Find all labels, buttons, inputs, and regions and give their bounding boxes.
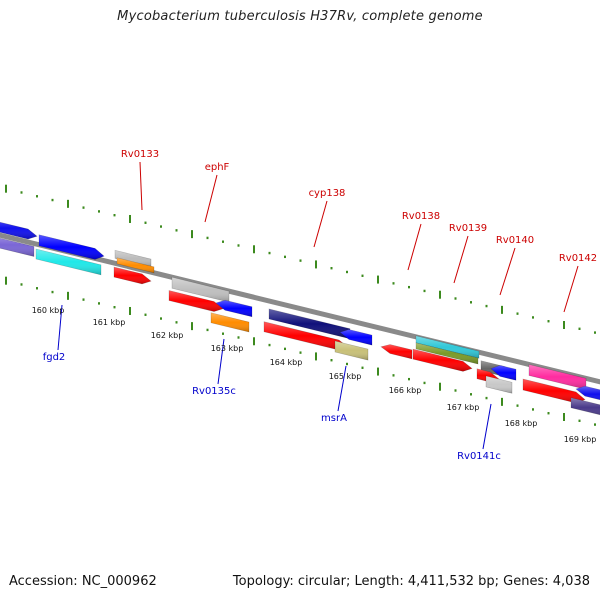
scale-label-163: 163 kbp	[211, 344, 244, 353]
gene-label-rv0135c: Rv0135c	[192, 386, 236, 397]
feature-rv0139	[412, 348, 473, 372]
scale-label-167: 167 kbp	[447, 403, 480, 412]
feature-rv0141c	[490, 365, 517, 381]
feature-rv0133-grey-shading	[115, 250, 151, 268]
feature-fgd2-cyan	[35, 248, 102, 276]
feature-rv0139-olive-shading	[416, 342, 478, 364]
feature-edge-purple-shading	[0, 238, 34, 257]
feature-edge-blue	[0, 221, 38, 240]
feature-fgd2-cyan-shading	[36, 249, 101, 275]
feature-layer	[0, 221, 600, 416]
label-layer: Rv0133 ephF cyp138 Rv0138 Rv0139 Rv0140 Rv0142…	[43, 149, 597, 462]
feature-rv0135c-orange	[210, 312, 250, 333]
feature-msra-shading	[340, 329, 372, 346]
feature-msra-khaki-shading	[335, 341, 368, 361]
feature-ephf	[168, 290, 224, 312]
gene-label-rv0139: Rv0139	[449, 223, 487, 234]
leader-line-rv0139	[453, 235, 469, 284]
feature-ephf-grey-shading	[172, 277, 229, 303]
feature-msra	[339, 329, 373, 346]
gene-label-msra: msrA	[321, 413, 347, 424]
leader-line-rv0133	[139, 161, 143, 211]
gene-label-cyp138: cyp138	[309, 188, 346, 199]
gene-label-fgd2: fgd2	[43, 352, 66, 363]
leader-line-cyp138	[313, 200, 328, 248]
feature-rv0139-olive	[415, 342, 479, 365]
scale-label-169: 169 kbp	[564, 435, 597, 444]
feature-rv0133	[113, 266, 152, 285]
feature-rv0133-shading	[114, 267, 151, 284]
gene-label-rv0133: Rv0133	[121, 149, 159, 160]
feature-rv0133-orange	[116, 257, 155, 274]
feature-fgd2	[38, 234, 105, 260]
leader-line-ephf	[204, 174, 218, 223]
feature-edge-blue-right	[575, 385, 600, 401]
feature-rv0135c	[215, 299, 253, 318]
feature-cyp138-shading	[264, 321, 348, 351]
scale-label-168: 168 kbp	[505, 419, 538, 428]
feature-rv0135c-shading	[216, 300, 252, 317]
leader-line-rv0135c	[217, 338, 225, 385]
leader-line-rv0140	[499, 247, 516, 296]
feature-edge-blue-right-shading	[576, 386, 600, 400]
gene-label-ephf: ephF	[205, 162, 230, 173]
feature-rv0139-cyan-shading	[416, 335, 479, 359]
gene-label-rv0141c: Rv0141c	[457, 451, 501, 462]
scale-label-160: 160 kbp	[32, 306, 65, 315]
scale-label-166: 166 kbp	[389, 386, 422, 395]
scale-label-161: 161 kbp	[93, 318, 126, 327]
accession-text: Accession: NC_000962	[9, 574, 157, 589]
genome-backbone	[0, 232, 600, 385]
scale-label-162: 162 kbp	[151, 331, 184, 340]
backbone-layer	[0, 232, 600, 385]
feature-edge-indigo-right	[570, 397, 600, 416]
feature-rv0142-pink-shading	[529, 364, 586, 390]
feature-edge-purple	[0, 237, 35, 257]
feature-rv0135c-orange-shading	[211, 312, 249, 333]
leader-line-rv0141c	[482, 403, 492, 450]
map-title: Mycobacterium tuberculosis H37Rv, comple…	[117, 9, 483, 24]
feature-rv0141c-grey-shading	[486, 375, 512, 394]
leader-line-msra	[337, 365, 347, 412]
leader-line-rv0138	[407, 223, 422, 271]
feature-edge-indigo-right-shading	[571, 397, 600, 415]
upper-tick-ruler	[5, 184, 596, 334]
leader-line-fgd2	[57, 304, 63, 351]
feature-edge-blue-shading	[0, 222, 37, 240]
feature-rv0141c-grey	[485, 375, 513, 394]
feature-rv0139-cyan	[415, 335, 480, 359]
feature-rv0138	[380, 344, 413, 360]
gene-label-rv0142: Rv0142	[559, 253, 597, 264]
scale-label-165: 165 kbp	[329, 372, 362, 381]
feature-msra-khaki	[334, 340, 369, 361]
feature-fgd2-shading	[39, 234, 104, 260]
feature-cyp138-navy-shading	[269, 308, 350, 339]
tick-ruler-layer	[5, 184, 596, 426]
gene-label-rv0138: Rv0138	[402, 211, 440, 222]
topology-text: Topology: circular; Length: 4,411,532 bp…	[232, 574, 590, 589]
feature-rv0139-shading	[413, 349, 472, 372]
feature-rv0133-orange-shading	[117, 257, 154, 273]
feature-ephf-shading	[169, 290, 223, 312]
scale-label-layer: 160 kbp 161 kbp 162 kbp 163 kbp 164 kbp 165 k…	[32, 306, 597, 444]
feature-rv0138-shading	[381, 344, 412, 359]
feature-rv0142-shading	[523, 378, 585, 403]
lower-tick-ruler	[5, 276, 596, 426]
gene-label-rv0140: Rv0140	[496, 235, 534, 246]
leader-line-rv0142	[563, 265, 579, 313]
feature-rv0141c-shading	[491, 365, 516, 381]
scale-label-164: 164 kbp	[270, 358, 303, 367]
